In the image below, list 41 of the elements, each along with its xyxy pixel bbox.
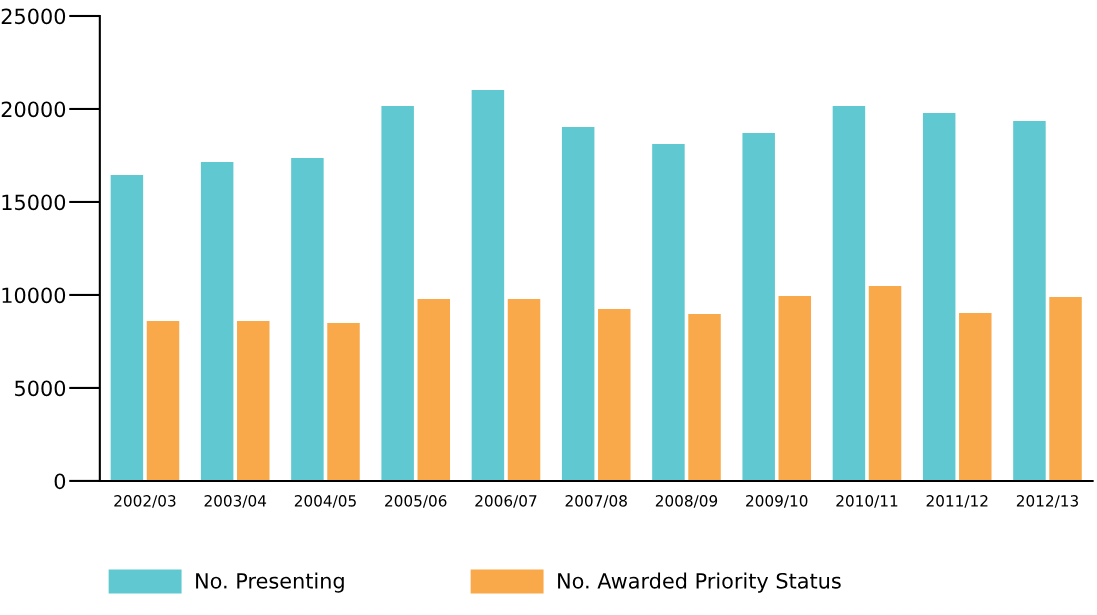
legend-label: No. Presenting [196,572,344,593]
bar [688,313,721,481]
x-tick-label: 2002/03 [114,495,176,508]
y-tick-label: 25000 [1,8,66,25]
bar [507,299,541,481]
y-tick-label: 5000 [15,380,66,397]
bar [778,295,812,481]
x-tick-label: 2010/11 [836,495,898,508]
bar [1013,121,1046,481]
bar [959,312,992,481]
bar [1049,297,1082,481]
x-tick-label: 2006/07 [475,495,537,508]
x-tick-label: 2003/04 [204,495,267,508]
legend-label: No. Awarded Priority Status [558,572,841,593]
x-tick-label: 2007/08 [565,495,627,508]
bar [381,106,414,481]
bar [471,90,505,481]
bar [237,320,270,481]
bar [200,161,234,481]
x-tick-label: 2009/10 [746,495,808,508]
y-tick-label: 15000 [2,194,66,211]
x-tick-label: 2008/09 [655,495,718,508]
bar [327,323,360,481]
x-tick-label: 2005/06 [385,495,447,508]
bar [652,143,685,481]
bar [417,299,451,481]
bar [742,132,775,481]
bar [922,113,956,481]
bar [110,175,144,481]
x-tick-label: 2012/13 [1016,495,1078,508]
y-tick-label: 20000 [1,101,66,118]
x-tick-label: 2011/12 [926,495,988,508]
bar [598,308,631,481]
bar [868,286,902,481]
y-tick-label: 0 [54,473,66,490]
bar [146,320,180,481]
y-tick-label: 10000 [2,287,66,304]
bar [291,157,324,481]
bar [832,106,866,481]
x-tick-label: 2004/05 [294,495,356,508]
bar [561,127,595,481]
